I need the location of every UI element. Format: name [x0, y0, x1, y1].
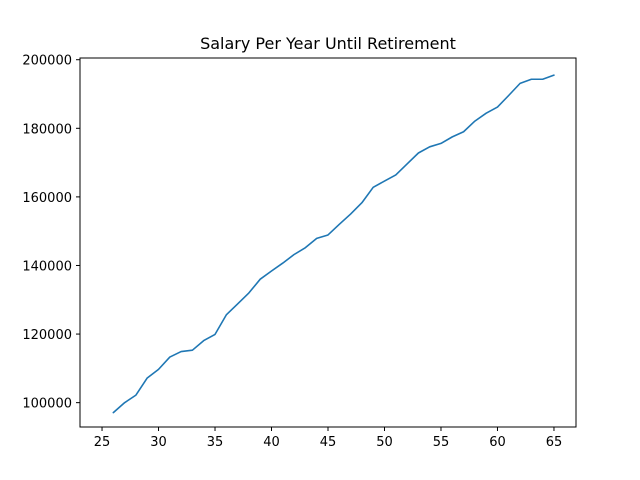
- y-tick-label: 200000: [22, 54, 72, 69]
- x-tick-label: 40: [263, 435, 280, 450]
- series-layer: [112, 74, 555, 414]
- x-tick-label: 25: [94, 435, 111, 450]
- y-tick-label: 120000: [22, 328, 72, 343]
- y-axis: 100000 120000 140000 160000 180000 200000: [22, 54, 80, 412]
- x-tick-label: 65: [546, 435, 563, 450]
- series-line-0: [112, 74, 555, 414]
- chart-title: Salary Per Year Until Retirement: [200, 34, 456, 53]
- y-tick-label: 140000: [22, 259, 72, 274]
- y-tick-label: 160000: [22, 191, 72, 206]
- y-tick-label: 180000: [22, 122, 72, 137]
- y-tick-label: 100000: [22, 397, 72, 412]
- x-axis: 25 30 35 40 45 50 55 60 65: [94, 427, 562, 450]
- x-tick-label: 30: [150, 435, 167, 450]
- x-tick-label: 55: [433, 435, 450, 450]
- x-tick-label: 50: [376, 435, 393, 450]
- x-tick-label: 60: [489, 435, 506, 450]
- x-tick-label: 45: [320, 435, 337, 450]
- x-tick-label: 35: [207, 435, 224, 450]
